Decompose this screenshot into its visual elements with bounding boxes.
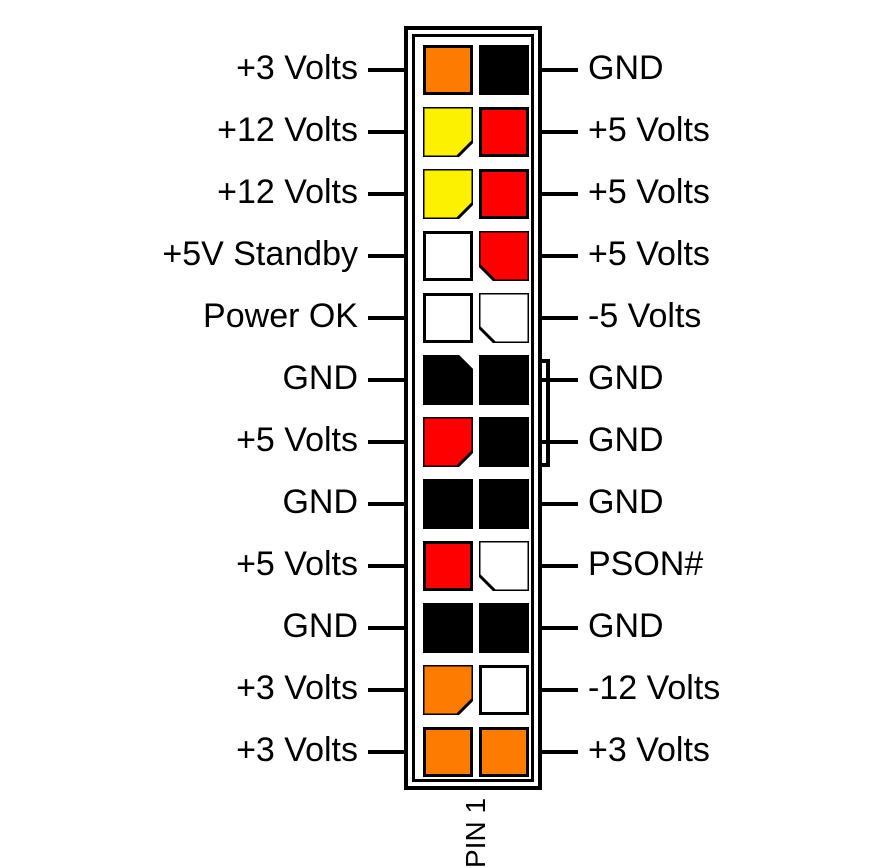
lead-left-6 xyxy=(368,378,404,382)
pin-left-4 xyxy=(423,231,473,281)
label-left-1: +3 Volts xyxy=(236,51,358,85)
label-left-6: GND xyxy=(282,361,358,395)
lead-right-2 xyxy=(542,130,578,134)
label-left-8: GND xyxy=(282,485,358,519)
lead-left-8 xyxy=(368,502,404,506)
pin-left-1 xyxy=(423,45,473,95)
lead-left-4 xyxy=(368,254,404,258)
label-right-2: +5 Volts xyxy=(588,113,710,147)
lead-right-12 xyxy=(542,750,578,754)
label-right-6: GND xyxy=(588,361,664,395)
pin-left-5 xyxy=(423,293,473,343)
lead-right-8 xyxy=(542,502,578,506)
lead-left-12 xyxy=(368,750,404,754)
lead-left-7 xyxy=(368,440,404,444)
label-right-11: -12 Volts xyxy=(588,671,720,705)
pin-right-6 xyxy=(479,355,529,405)
pin-right-8 xyxy=(479,479,529,529)
lead-right-11 xyxy=(542,688,578,692)
label-left-7: +5 Volts xyxy=(236,423,358,457)
pin-left-12 xyxy=(423,727,473,777)
label-left-10: GND xyxy=(282,609,358,643)
pin-right-3 xyxy=(479,169,529,219)
label-left-9: +5 Volts xyxy=(236,547,358,581)
lead-left-1 xyxy=(368,68,404,72)
label-left-4: +5V Standby xyxy=(162,237,358,271)
label-right-12: +3 Volts xyxy=(588,733,710,767)
pin-left-9 xyxy=(423,541,473,591)
pin-right-2 xyxy=(479,107,529,157)
label-right-5: -5 Volts xyxy=(588,299,701,333)
lead-right-10 xyxy=(542,626,578,630)
lead-right-4 xyxy=(542,254,578,258)
label-right-9: PSON# xyxy=(588,547,703,581)
lead-left-10 xyxy=(368,626,404,630)
pin1-label: PIN 1 xyxy=(460,798,492,868)
lead-left-5 xyxy=(368,316,404,320)
label-right-4: +5 Volts xyxy=(588,237,710,271)
pin-right-1 xyxy=(479,45,529,95)
label-left-3: +12 Volts xyxy=(217,175,358,209)
lead-right-5 xyxy=(542,316,578,320)
label-right-3: +5 Volts xyxy=(588,175,710,209)
lead-left-9 xyxy=(368,564,404,568)
lead-left-3 xyxy=(368,192,404,196)
pin-right-10 xyxy=(479,603,529,653)
pin-left-8 xyxy=(423,479,473,529)
pin-right-12 xyxy=(479,727,529,777)
label-right-7: GND xyxy=(588,423,664,457)
lead-left-11 xyxy=(368,688,404,692)
pin-right-7 xyxy=(479,417,529,467)
pin-right-11 xyxy=(479,665,529,715)
pin-left-10 xyxy=(423,603,473,653)
label-left-12: +3 Volts xyxy=(236,733,358,767)
label-right-10: GND xyxy=(588,609,664,643)
label-right-1: GND xyxy=(588,51,664,85)
lead-right-1 xyxy=(542,68,578,72)
label-right-8: GND xyxy=(588,485,664,519)
lead-right-3 xyxy=(542,192,578,196)
lead-left-2 xyxy=(368,130,404,134)
lead-right-9 xyxy=(542,564,578,568)
latch-side xyxy=(546,359,550,467)
label-left-2: +12 Volts xyxy=(217,113,358,147)
label-left-11: +3 Volts xyxy=(236,671,358,705)
label-left-5: Power OK xyxy=(203,299,358,333)
